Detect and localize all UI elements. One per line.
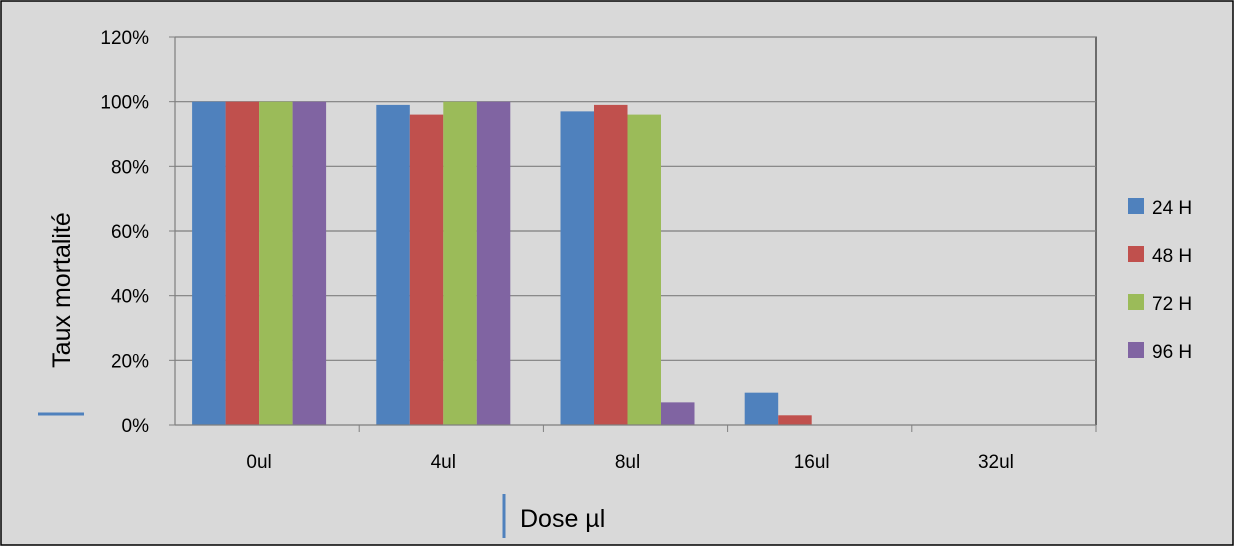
bar <box>476 101 511 426</box>
bar <box>259 101 293 426</box>
bar <box>627 114 661 425</box>
bar <box>192 101 226 426</box>
legend-swatch <box>1128 198 1144 214</box>
y-tick-label: 120% <box>100 28 149 49</box>
y-tick-label: 80% <box>111 157 149 178</box>
legend-label: 24 H <box>1152 198 1192 219</box>
bar <box>376 104 410 426</box>
bar <box>594 104 628 426</box>
x-tick-labels: 0ul 4ul 8ul 16ul 32ul <box>246 452 1013 473</box>
y-tick-labels: 0% 20% 40% 60% 80% 100% 120% <box>100 28 149 437</box>
legend-swatch <box>1128 294 1144 310</box>
bar <box>225 101 260 426</box>
y-axis-title: Taux mortalité <box>48 212 76 368</box>
x-tick-label: 0ul <box>246 452 271 473</box>
bar <box>409 114 444 425</box>
legend-label: 48 H <box>1152 246 1192 267</box>
x-tick-label: 32ul <box>978 452 1014 473</box>
bar <box>292 101 327 426</box>
legend: 24 H 48 H 72 H 96 H <box>1128 198 1192 363</box>
axes <box>169 36 1097 432</box>
y-tick-label: 20% <box>111 351 149 372</box>
x-tick-label: 4ul <box>431 452 456 473</box>
bar <box>778 415 812 425</box>
x-axis-title: Dose µl <box>520 505 605 533</box>
bars <box>192 101 812 426</box>
bar <box>443 101 477 426</box>
y-tick-label: 100% <box>100 93 149 114</box>
legend-swatch <box>1128 246 1144 262</box>
bar <box>661 402 695 425</box>
x-tick-label: 16ul <box>794 452 830 473</box>
bar <box>560 111 594 425</box>
legend-label: 96 H <box>1152 342 1192 363</box>
y-tick-label: 40% <box>111 287 149 308</box>
y-tick-label: 60% <box>111 222 149 243</box>
bar <box>744 392 779 425</box>
legend-swatch <box>1128 342 1144 358</box>
legend-label: 72 H <box>1152 294 1192 315</box>
x-tick-label: 8ul <box>615 452 640 473</box>
y-tick-label: 0% <box>122 416 150 437</box>
